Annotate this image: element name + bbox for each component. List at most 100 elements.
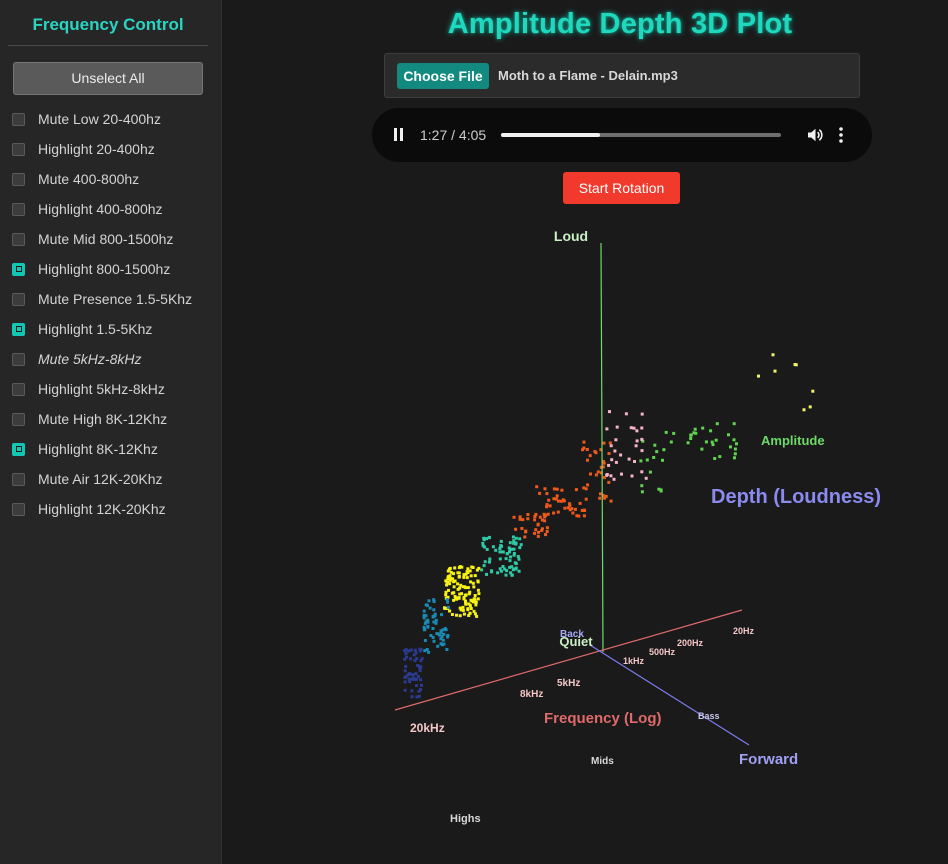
- scatter-point: [672, 431, 676, 435]
- scatter-point: [605, 473, 609, 476]
- scatter-point: [404, 675, 408, 679]
- scatter-point: [431, 627, 435, 630]
- checkbox[interactable]: [12, 202, 25, 216]
- frequency-option[interactable]: Mute 400-800hz: [12, 164, 217, 194]
- scatter-point: [602, 476, 606, 480]
- unselect-all-button[interactable]: Unselect All: [13, 62, 203, 95]
- scatter-point: [414, 672, 418, 676]
- scatter-point: [585, 448, 589, 451]
- checkbox[interactable]: [12, 502, 25, 516]
- scatter-point: [438, 633, 442, 637]
- checkbox[interactable]: [12, 382, 25, 396]
- frequency-option[interactable]: Mute 5kHz-8kHz: [12, 344, 217, 374]
- frequency-option[interactable]: Highlight 20-400hz: [12, 134, 217, 164]
- scatter-point: [612, 477, 616, 481]
- scatter-point: [441, 638, 445, 642]
- checkbox[interactable]: [12, 262, 25, 276]
- checkbox[interactable]: [12, 472, 25, 486]
- frequency-option[interactable]: Highlight 5kHz-8kHz: [12, 374, 217, 404]
- checkbox[interactable]: [12, 142, 25, 156]
- scatter-point: [599, 448, 603, 452]
- scatter-point: [419, 659, 423, 663]
- scatter-point: [599, 465, 603, 469]
- frequency-option[interactable]: Highlight 800-1500hz: [12, 254, 217, 284]
- scatter-point: [434, 621, 438, 625]
- checkbox[interactable]: [12, 322, 25, 336]
- scatter-point: [432, 639, 436, 643]
- choose-file-button[interactable]: Choose File: [397, 63, 489, 89]
- scatter-point: [431, 635, 435, 639]
- scatter-point: [464, 593, 468, 597]
- progress-bar[interactable]: [501, 133, 781, 137]
- scatter-point: [472, 609, 476, 613]
- scatter-point: [601, 465, 605, 469]
- scatter-point: [578, 501, 582, 505]
- frequency-option[interactable]: Mute Air 12K-20Khz: [12, 464, 217, 494]
- scatter-point: [458, 606, 462, 610]
- scatter-point: [733, 456, 736, 460]
- checkbox[interactable]: [12, 442, 25, 456]
- scatter-point: [661, 458, 664, 462]
- scatter-point: [417, 689, 421, 693]
- scatter-point: [599, 471, 603, 475]
- scatter-point: [465, 570, 469, 574]
- scatter-point: [692, 431, 696, 435]
- frequency-option[interactable]: Mute Presence 1.5-5Khz: [12, 284, 217, 314]
- scatter-point: [453, 579, 457, 583]
- scatter-point: [640, 412, 644, 416]
- scatter-point: [501, 565, 505, 568]
- scatter-point: [555, 487, 559, 491]
- pause-icon[interactable]: [392, 128, 404, 142]
- scatter-point: [511, 568, 515, 572]
- scatter-point: [560, 488, 564, 492]
- frequency-option[interactable]: Highlight 1.5-5Khz: [12, 314, 217, 344]
- scatter-point: [545, 492, 549, 496]
- scatter-point: [588, 454, 592, 458]
- frequency-option[interactable]: Highlight 400-800hz: [12, 194, 217, 224]
- frequency-option[interactable]: Highlight 12K-20Khz: [12, 494, 217, 524]
- more-options-icon[interactable]: [837, 125, 845, 145]
- frequency-option[interactable]: Mute Mid 800-1500hz: [12, 224, 217, 254]
- scatter-point: [453, 595, 457, 598]
- volume-icon[interactable]: [806, 126, 824, 144]
- scatter-point: [504, 557, 508, 561]
- frequency-option[interactable]: Mute High 8K-12Khz: [12, 404, 217, 434]
- scatter-point: [627, 457, 631, 461]
- scatter-point: [447, 588, 450, 592]
- scatter-point: [467, 602, 471, 606]
- checkbox[interactable]: [12, 172, 25, 186]
- scatter-point: [442, 632, 446, 636]
- scatter-point: [512, 541, 516, 545]
- scatter-point: [404, 664, 408, 668]
- scatter-point: [639, 459, 643, 463]
- scatter-point: [653, 443, 657, 447]
- scatter-point: [469, 580, 473, 584]
- scatter-point: [410, 677, 414, 681]
- scatter-point: [440, 643, 444, 647]
- scatter-point: [598, 496, 602, 500]
- scatter-point: [607, 480, 611, 484]
- checkbox[interactable]: [12, 352, 25, 366]
- scatter-point: [473, 598, 477, 602]
- checkbox[interactable]: [12, 112, 25, 126]
- start-rotation-button[interactable]: Start Rotation: [563, 172, 680, 204]
- scatter-point: [429, 634, 433, 637]
- scatter-point: [431, 615, 435, 619]
- scatter-point: [490, 570, 494, 574]
- frequency-option[interactable]: Mute Low 20-400hz: [12, 104, 217, 134]
- scatter-point: [552, 497, 556, 501]
- scatter-point: [519, 543, 523, 547]
- scatter-point: [409, 657, 413, 661]
- scatter-point: [498, 557, 502, 561]
- amplitude-axis-line: [600, 242, 604, 653]
- amplitude-depth-3d-plot[interactable]: Loud Back Quiet Amplitude Depth (Loudnes…: [222, 210, 948, 864]
- scatter-point: [452, 598, 456, 602]
- checkbox[interactable]: [12, 412, 25, 426]
- checkbox[interactable]: [12, 232, 25, 246]
- scatter-point: [727, 433, 730, 437]
- audio-player: 1:27 / 4:05: [372, 108, 872, 162]
- scatter-point: [662, 448, 666, 452]
- scatter-point: [609, 474, 613, 478]
- frequency-option[interactable]: Highlight 8K-12Khz: [12, 434, 217, 464]
- checkbox[interactable]: [12, 292, 25, 306]
